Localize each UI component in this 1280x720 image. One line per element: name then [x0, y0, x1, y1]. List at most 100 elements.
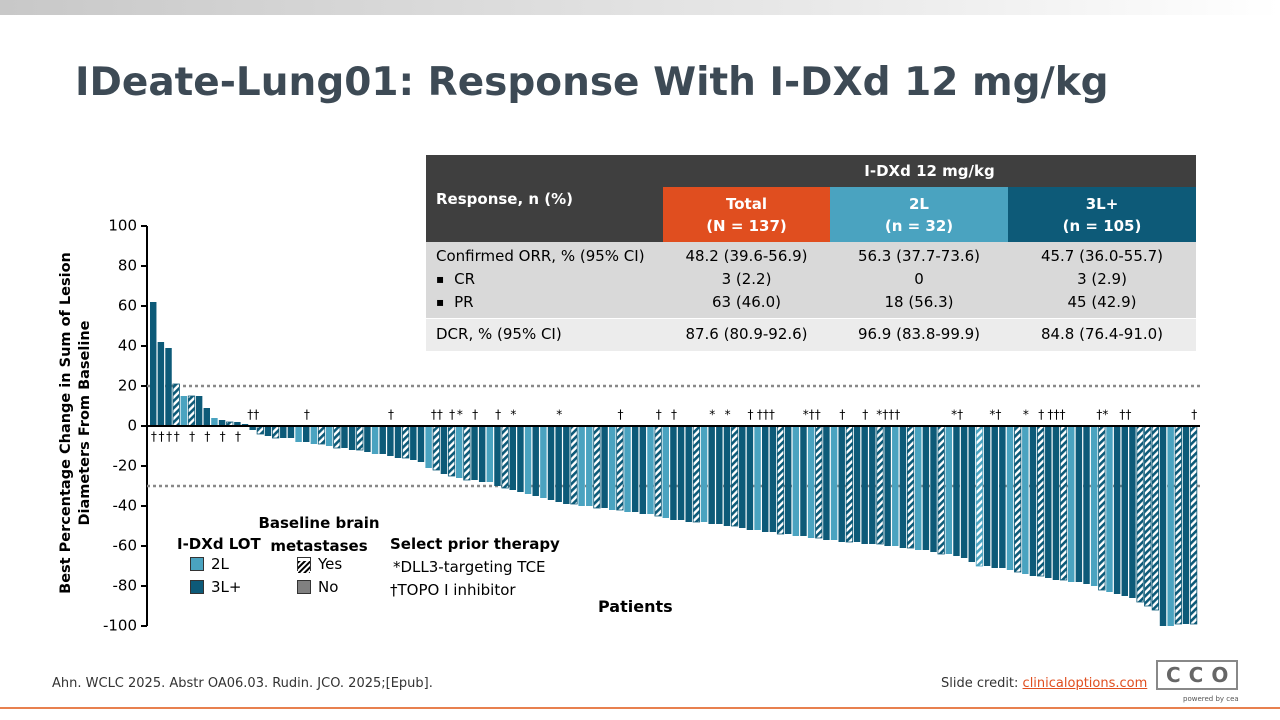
table-cell: 63 (46.0): [712, 293, 781, 311]
bar-marker: †: [1191, 408, 1197, 422]
table-group-header: I-DXd 12 mg/kg: [663, 155, 1196, 187]
legend-swatch: [297, 580, 311, 594]
bar: [616, 425, 624, 511]
y-tick-label: -40: [113, 497, 138, 515]
bar-marker: *: [725, 408, 731, 422]
bar-marker: †: [388, 408, 394, 422]
y-tick-label: -20: [113, 457, 138, 475]
bar: [968, 426, 975, 562]
bar: [999, 426, 1006, 568]
bar: [540, 426, 547, 498]
bar: [784, 426, 792, 534]
bar-marker: †: [472, 408, 478, 422]
bar: [432, 425, 440, 471]
y-tick-label: 0: [127, 417, 137, 435]
bar-marker: †: [151, 430, 157, 444]
table-row-label: ▪ CR: [426, 268, 663, 290]
bar: [264, 426, 272, 436]
bar-marker: ††: [247, 408, 259, 422]
legend-title: Baseline brain metastases: [258, 514, 380, 555]
bar: [532, 426, 539, 496]
bar: [1022, 426, 1029, 574]
bar: [547, 426, 555, 500]
bar: [945, 426, 953, 554]
bar: [1075, 426, 1083, 582]
legend-label: *DLL3-targeting TCE: [393, 558, 546, 576]
bar-marker: *†††: [876, 408, 900, 422]
bar: [1090, 426, 1098, 586]
bar: [1029, 426, 1037, 576]
bullet: ▪: [436, 295, 445, 309]
bar: [280, 426, 287, 438]
bar-marker: †: [174, 430, 180, 444]
bar: [746, 426, 754, 530]
citation: Ahn. WCLC 2025. Abstr OA06.03. Rudin. JC…: [52, 676, 433, 691]
bar: [410, 426, 417, 460]
bar: [739, 426, 746, 528]
bar: [1113, 426, 1121, 594]
bar: [501, 425, 509, 489]
bar: [731, 425, 739, 527]
bar: [876, 425, 884, 545]
column-n: (n = 105): [1062, 216, 1142, 235]
table-cell: 96.9 (83.8-99.9): [857, 325, 981, 343]
credit-link[interactable]: clinicaloptions.com: [1022, 676, 1148, 691]
bar: [486, 426, 494, 482]
column-name: 3L+: [1085, 194, 1119, 213]
table-column-header: 2L (n = 32): [830, 187, 1008, 242]
bar: [303, 426, 310, 442]
bar: [379, 426, 386, 454]
bar: [830, 426, 838, 540]
bar: [1190, 425, 1198, 625]
bar: [387, 426, 394, 456]
legend-label: Yes: [318, 555, 343, 573]
table-row-header: Response, n (%): [426, 155, 663, 242]
bar: [792, 426, 800, 536]
bar: [517, 426, 524, 492]
y-tick-label: -80: [113, 577, 138, 595]
table-cell: 87.6 (80.9-92.6): [685, 325, 808, 343]
bar: [991, 426, 998, 568]
table-row-label: ▪ PR: [426, 291, 663, 313]
bar: [1182, 426, 1190, 624]
bar: [586, 426, 593, 506]
bar: [754, 426, 761, 530]
bar: [800, 426, 807, 536]
bar: [555, 426, 562, 502]
y-tick-label: -60: [113, 537, 138, 555]
bar: [677, 426, 685, 520]
row-label: CR: [454, 270, 476, 288]
bar: [509, 426, 516, 490]
bar: [1167, 426, 1174, 626]
y-tick-label: -100: [103, 617, 137, 635]
bar: [310, 426, 318, 444]
table-cell: 48.2 (39.6-56.9): [685, 247, 808, 265]
table-row-label: Confirmed ORR, % (95% CI): [426, 245, 663, 267]
table-body-bg: [426, 319, 1196, 351]
bar-marker: †††: [1048, 408, 1066, 422]
bar: [647, 426, 654, 514]
bullet: ▪: [436, 272, 445, 286]
bar: [256, 425, 264, 435]
legend-label: 3L+: [211, 578, 242, 596]
bar-marker: *†: [989, 408, 1001, 422]
bar: [1014, 425, 1022, 573]
table-column-header: Total (N = 137): [663, 187, 830, 242]
bar: [165, 348, 172, 426]
bar: [815, 425, 823, 539]
bar: [1006, 426, 1014, 570]
bar: [700, 426, 708, 522]
bar: [172, 383, 180, 427]
table-cell: 45.7 (36.0-55.7): [1040, 247, 1164, 265]
bar: [348, 426, 356, 450]
bar-marker: †: [839, 408, 845, 422]
bar: [295, 426, 302, 442]
bar: [478, 426, 486, 482]
bar: [570, 425, 578, 505]
bar: [1129, 426, 1136, 598]
y-tick-label: 40: [118, 337, 137, 355]
bar: [524, 426, 532, 494]
bar: [915, 426, 922, 550]
